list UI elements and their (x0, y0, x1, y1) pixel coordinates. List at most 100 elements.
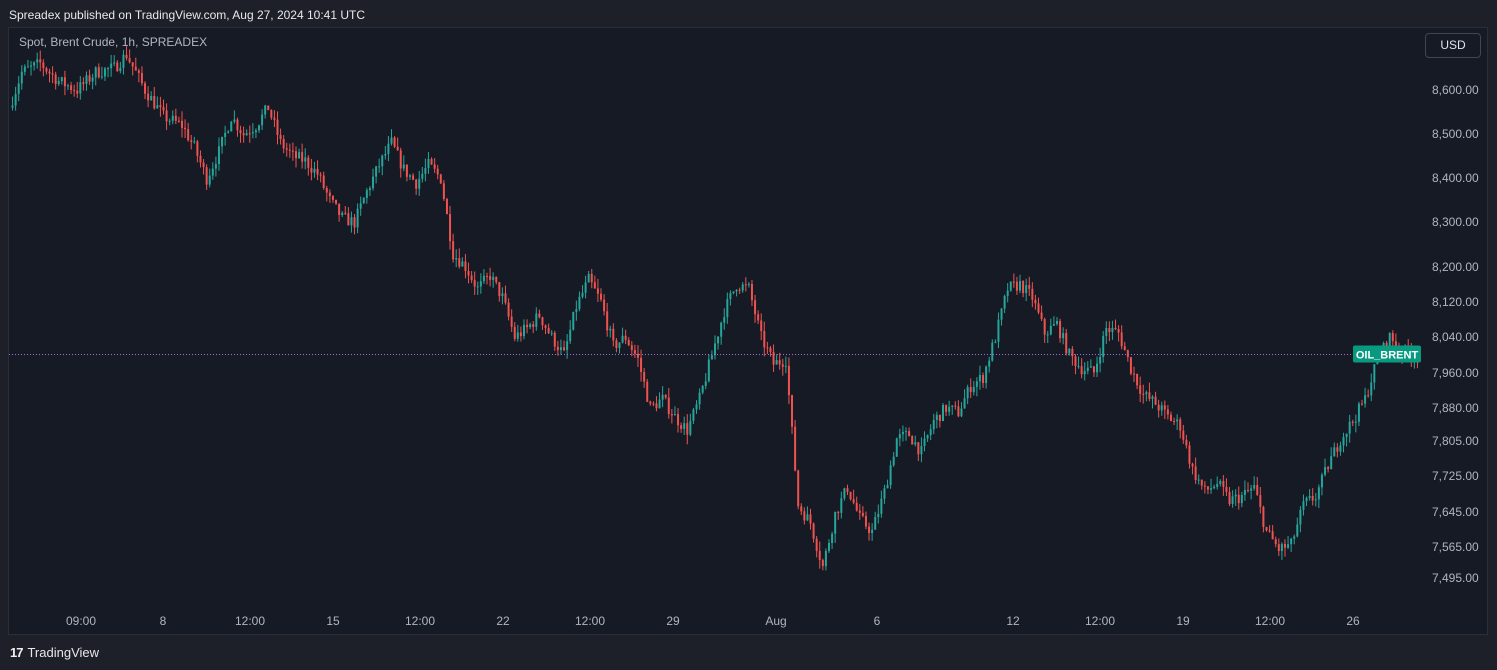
currency-button[interactable]: USD (1425, 33, 1481, 58)
candle (227, 130, 230, 134)
candle (701, 384, 704, 395)
candle (91, 73, 94, 90)
candle (1351, 419, 1354, 427)
candle (248, 125, 251, 143)
candle (1305, 496, 1308, 507)
candle (381, 154, 384, 176)
candle (1314, 493, 1317, 507)
brand-text: TradingView (27, 645, 100, 660)
candle (1182, 424, 1185, 444)
chart-panel[interactable]: 8,600.00 8,500.00 8,400.00 8,300.00 8,200.00… (8, 27, 1488, 635)
candle (1129, 356, 1132, 376)
candle (408, 173, 411, 180)
candle (821, 558, 824, 571)
candle (288, 143, 291, 158)
candle (125, 46, 128, 61)
candle (858, 503, 861, 520)
candle (1114, 319, 1117, 331)
candle (1043, 317, 1046, 343)
candle (76, 81, 79, 98)
candle (732, 291, 735, 295)
candle (492, 272, 495, 288)
candle (73, 84, 76, 97)
candle (405, 164, 408, 182)
candle (504, 285, 507, 305)
candle (1169, 411, 1172, 422)
candle (445, 197, 448, 215)
candle (1206, 485, 1209, 495)
candle (30, 60, 33, 76)
candle (242, 126, 245, 143)
candle (507, 298, 510, 321)
candle (603, 294, 606, 316)
y-tick-label: 7,880.00 (1432, 401, 1479, 415)
candle (704, 373, 707, 390)
candle (1139, 376, 1142, 403)
candle (667, 387, 670, 419)
candle (1055, 317, 1058, 326)
candle (1296, 517, 1299, 538)
candle (516, 324, 519, 342)
candle (975, 377, 978, 397)
price-badge-label: OIL_BRENT (1356, 350, 1419, 362)
candle (809, 508, 812, 530)
candle (510, 309, 513, 332)
candle (640, 349, 643, 382)
candle (214, 156, 217, 177)
candle (800, 503, 803, 516)
candle (929, 424, 932, 441)
candle (646, 378, 649, 403)
candle (353, 214, 356, 235)
candle (325, 185, 328, 202)
candle (901, 425, 904, 442)
candle (784, 356, 787, 374)
candle (864, 511, 867, 530)
y-tick-label: 8,200.00 (1432, 260, 1479, 274)
candle (1145, 390, 1148, 402)
candle (1108, 321, 1111, 342)
candle (1391, 330, 1394, 346)
candle (781, 358, 784, 376)
candle (1320, 472, 1323, 496)
candle (224, 125, 227, 146)
candle (1361, 399, 1364, 406)
candle (193, 136, 196, 144)
candle (1299, 506, 1302, 533)
candle (368, 186, 371, 197)
candle (575, 300, 578, 321)
candle (461, 257, 464, 267)
candle (1268, 525, 1271, 533)
candle (1283, 539, 1286, 557)
candle (837, 510, 840, 520)
candle (362, 197, 365, 204)
candle (94, 66, 97, 86)
candle (1200, 479, 1203, 490)
candle (960, 402, 963, 418)
candle (1277, 538, 1280, 557)
candle (66, 83, 69, 91)
candle (636, 345, 639, 367)
x-tick-label: 22 (496, 614, 510, 628)
tradingview-logo[interactable]: 17 TradingView (10, 645, 99, 660)
candle (122, 50, 125, 75)
candle (1287, 535, 1290, 550)
candle (587, 270, 590, 283)
candle (165, 103, 168, 130)
candle (643, 368, 646, 388)
candle (926, 434, 929, 442)
candle (470, 271, 473, 284)
candle (208, 168, 211, 188)
candle (57, 76, 60, 86)
candle (1120, 325, 1123, 350)
candle (532, 320, 535, 334)
candle (686, 414, 689, 445)
candle (310, 158, 313, 181)
candle (1086, 361, 1089, 375)
candle (883, 484, 886, 504)
candle (556, 340, 559, 356)
candle (741, 282, 744, 293)
price-chart[interactable]: 8,600.00 8,500.00 8,400.00 8,300.00 8,200.00… (9, 28, 1487, 634)
candle (97, 63, 100, 79)
candle (538, 309, 541, 319)
candle (199, 150, 202, 168)
